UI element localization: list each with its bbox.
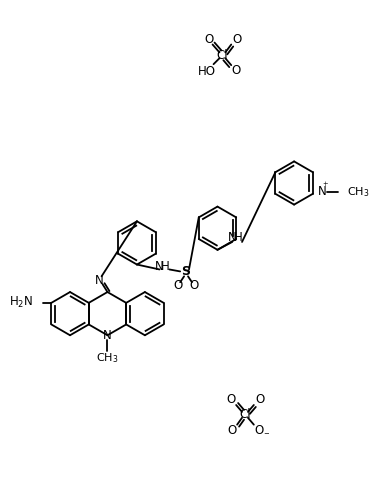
Text: O: O (226, 392, 236, 406)
Text: $^+$: $^+$ (321, 181, 330, 191)
Text: $^-$: $^-$ (262, 432, 271, 441)
Text: O: O (231, 64, 241, 76)
Text: O: O (232, 33, 242, 46)
Text: N: N (95, 274, 104, 287)
Text: N: N (318, 185, 327, 198)
Text: S: S (182, 265, 190, 278)
Text: Cl: Cl (217, 49, 228, 62)
Text: N: N (155, 260, 164, 273)
Text: O: O (204, 33, 213, 46)
Text: H$_2$N: H$_2$N (9, 295, 34, 310)
Text: H: H (234, 230, 243, 243)
Text: O: O (189, 279, 198, 292)
Text: N: N (103, 329, 112, 342)
Text: HO: HO (198, 65, 216, 77)
Text: H: H (161, 260, 170, 273)
Text: CH$_3$: CH$_3$ (347, 185, 370, 199)
Text: O: O (174, 279, 183, 292)
Text: CH$_3$: CH$_3$ (96, 351, 119, 365)
Text: Cl: Cl (239, 408, 251, 421)
Text: N: N (228, 230, 237, 243)
Text: O: O (254, 424, 263, 437)
Text: O: O (228, 424, 237, 437)
Text: O: O (255, 392, 264, 406)
